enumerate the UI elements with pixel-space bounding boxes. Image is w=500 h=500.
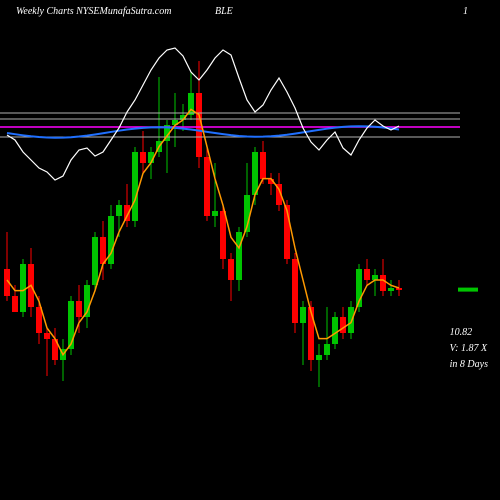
info-panel: 10.82 V: 1.87 X in 8 Days (450, 325, 488, 373)
info-price: 10.82 (450, 325, 488, 341)
indicator-overlay (0, 0, 500, 500)
ma-fast-line (7, 109, 399, 354)
info-volume: V: 1.87 X (450, 341, 488, 357)
last-price-marker (458, 288, 478, 292)
indicator-line (7, 48, 399, 180)
info-period: in 8 Days (450, 357, 488, 373)
